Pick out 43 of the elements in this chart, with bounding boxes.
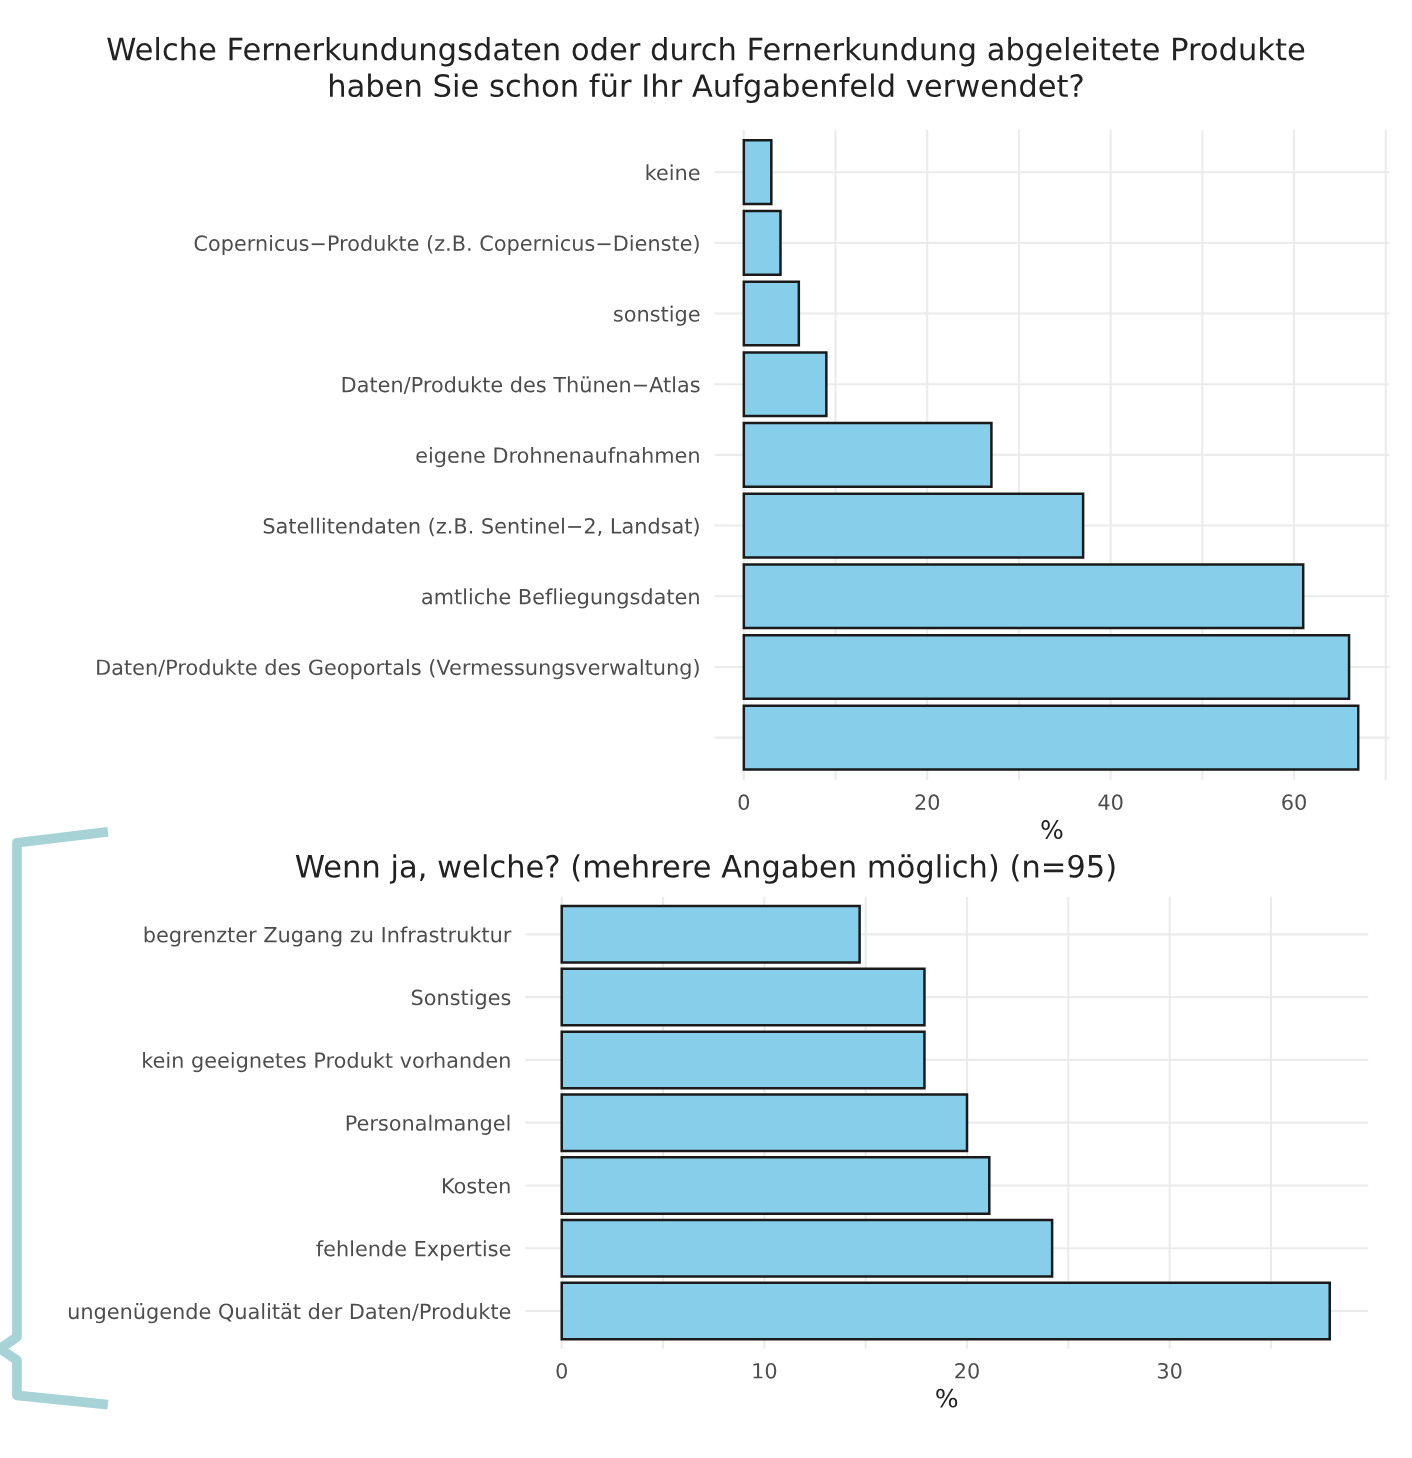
x-tick-label: 10 [753,1362,777,1379]
y-tick-label: sonstige [614,305,700,326]
bar [560,1155,991,1215]
bar [742,563,1305,630]
bar [742,704,1360,771]
y-tick-label: begrenzter Zugang zu Infrastruktur [144,926,512,947]
y-tick-label: Satellitendaten (z.B. Sentinel−2, Landsat) [263,517,699,537]
y-tick-label: kein geeignetes Produkt vorhanden [143,1051,510,1073]
bar [742,209,782,276]
bar [560,967,926,1027]
y-tick-label: keine [646,164,700,181]
bar [742,633,1351,700]
x-tick-label: 0 [738,794,750,811]
y-tick-label: Daten/Produkte des Thünen−Atlas [342,376,700,395]
chart-title: Welche Fernerkundungsdaten oder durch Fernerkundung abgeleitete Produkte haben Sie schon für Ihr Aufgabenfeld verwendet? [107,36,1305,104]
x-axis-title: % [936,1388,958,1408]
bar [742,492,1085,559]
bar [742,421,993,488]
bar [742,280,801,347]
x-tick-label: 30 [1157,1362,1182,1379]
y-tick-label: eigene Drohnenaufnahmen [416,446,699,468]
bar [560,1030,926,1090]
y-tick-label: Daten/Produkte des Geoportals (Vermessungsverwaltung) [97,659,699,680]
x-tick-label: 40 [1098,794,1123,811]
bar [560,1093,969,1153]
y-tick-label: fehlende Expertise [316,1240,511,1261]
y-tick-label: Copernicus−Produkte (z.B. Copernicus−Dienste) [194,234,699,256]
y-tick-label: Personalmangel [346,1114,510,1135]
bar [560,1281,1331,1341]
chart-title: Wenn ja, welche? (mehrere Angaben möglich) (n=95) [295,854,1115,884]
y-tick-label: ungenügende Qualität der Daten/Produkte [68,1303,511,1324]
y-tick-label: Kosten [443,1178,510,1194]
x-tick-label: 0 [556,1362,567,1379]
x-axis-title: % [1041,820,1063,839]
y-tick-label: Sonstiges [411,989,511,1010]
x-tick-label: 60 [1282,794,1306,811]
x-tick-label: 20 [955,1362,979,1379]
bar [742,351,828,418]
bar [742,139,773,206]
y-tick-label: amtliche Befliegungsdaten [422,588,699,609]
bar [560,904,861,964]
x-tick-label: 20 [915,794,940,811]
bar [560,1218,1054,1278]
